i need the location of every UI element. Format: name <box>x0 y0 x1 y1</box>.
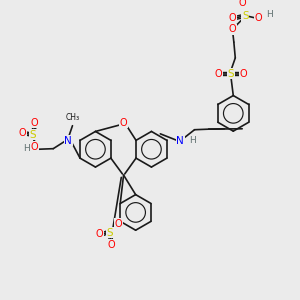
Text: O: O <box>240 69 248 79</box>
Text: O: O <box>238 0 246 8</box>
Text: CH₃: CH₃ <box>65 113 80 122</box>
Text: H: H <box>266 11 273 20</box>
Text: O: O <box>120 118 128 128</box>
Text: H: H <box>23 144 30 153</box>
Text: O: O <box>229 24 236 34</box>
Text: O: O <box>254 13 262 23</box>
Text: N: N <box>176 136 184 146</box>
Text: S: S <box>106 227 113 238</box>
Text: O: O <box>31 142 38 152</box>
Text: O: O <box>31 118 38 128</box>
Text: O: O <box>18 128 26 139</box>
Text: O: O <box>107 240 115 250</box>
Text: O: O <box>229 13 236 23</box>
Text: S: S <box>242 11 249 21</box>
Text: O: O <box>115 219 122 229</box>
Text: H: H <box>189 136 196 145</box>
Text: O: O <box>96 229 103 239</box>
Text: S: S <box>30 130 36 140</box>
Text: S: S <box>228 69 234 79</box>
Text: N: N <box>64 136 72 146</box>
Text: O: O <box>214 69 222 79</box>
